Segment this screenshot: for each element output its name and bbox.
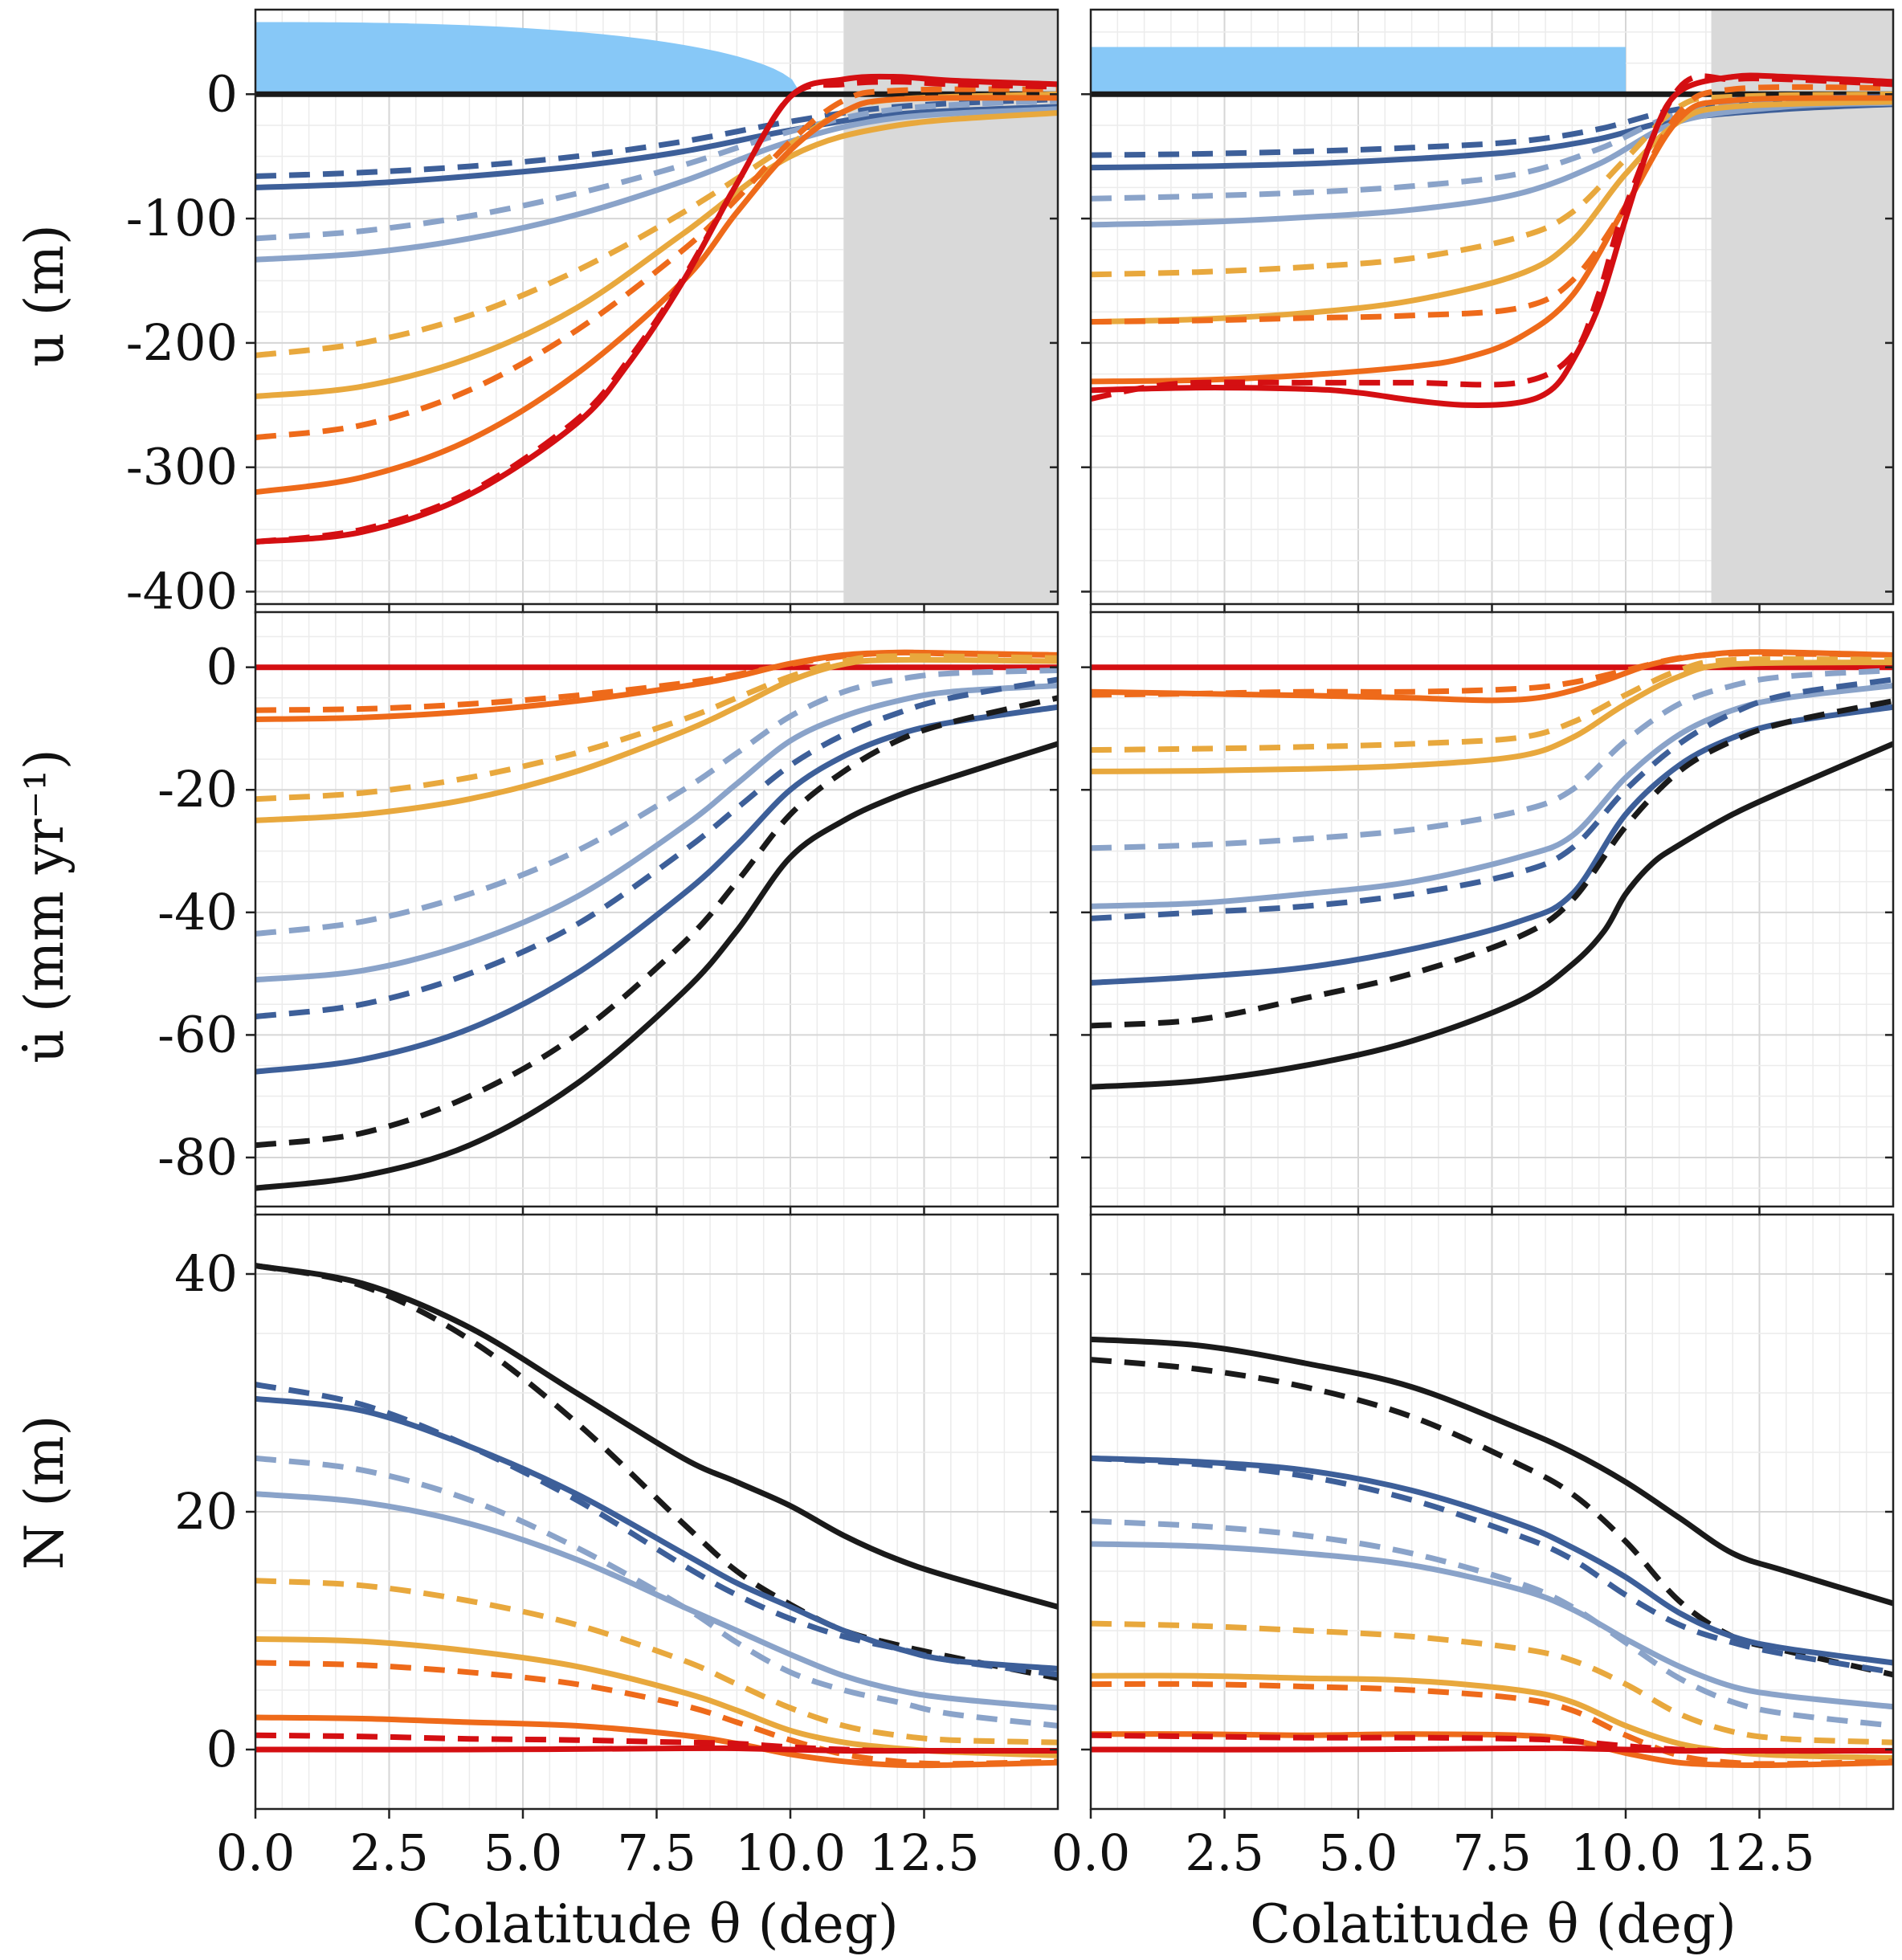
x-tick-label: 5.0 <box>1319 1823 1398 1882</box>
series-line-red-solid <box>1091 1745 1893 1754</box>
y-tick-label: -40 <box>157 883 238 941</box>
series-line-light_blue-dashed <box>255 1455 1058 1729</box>
series-line-black-solid <box>1091 741 1893 1090</box>
series-line-dark_blue-dashed <box>1091 93 1893 158</box>
series-line-light_blue-solid <box>1091 1541 1893 1710</box>
series-line-orange-solid <box>1091 649 1893 704</box>
panel-n-left: 0 20 40 0.0 2.5 5.0 7.5 10.0 12.5 <box>174 1213 1059 1882</box>
y-tick-label: -400 <box>126 562 238 621</box>
series-line-dark_blue-solid <box>255 1395 1058 1672</box>
grid <box>1091 1215 1893 1809</box>
x-tick-label: 7.5 <box>617 1823 696 1882</box>
panel-u-left: 0 -100 -200 -300 -400 <box>126 8 1059 621</box>
series-group <box>1091 1336 1893 1769</box>
panel-udot-right <box>1081 610 1895 1216</box>
series-line-dark_blue-solid <box>255 704 1058 1075</box>
series-line-yellow-solid <box>255 656 1058 823</box>
series-line-light_blue-dashed <box>255 97 1058 242</box>
series-line-orange-solid <box>255 1714 1058 1769</box>
series-line-dark_blue-dashed <box>1091 1455 1893 1676</box>
series-line-black-solid <box>255 741 1058 1191</box>
x-tick-label: 0.0 <box>216 1823 296 1882</box>
series-group <box>255 649 1058 1191</box>
x-tick-label: 2.5 <box>349 1823 429 1882</box>
ice-load <box>1091 47 1626 95</box>
ylabel-udot: u̇ (mm yr⁻¹) <box>14 749 76 1063</box>
series-line-red-solid <box>255 1745 1058 1754</box>
series-line-yellow-dashed <box>1091 91 1893 278</box>
series-line-orange-solid <box>1091 95 1893 385</box>
panel-udot-left: 0 -20 -40 -60 -80 <box>157 610 1059 1216</box>
y-tick-label: -100 <box>126 189 238 247</box>
xlabel-right: Colatitude θ (deg) <box>1250 1893 1736 1955</box>
y-tick-label: -60 <box>157 1005 238 1064</box>
panel-n-right: 0.0 2.5 5.0 7.5 10.0 12.5 <box>1051 1213 1895 1882</box>
x-tick-label: 5.0 <box>484 1823 563 1882</box>
series-line-black-solid <box>255 1263 1058 1610</box>
series-line-orange-solid <box>255 95 1058 496</box>
ice-load <box>255 22 802 95</box>
y-tick-label: 0 <box>206 64 238 123</box>
series-line-light_blue-solid <box>255 1491 1058 1711</box>
series-group <box>255 1263 1058 1769</box>
y-tick-label: 40 <box>174 1244 238 1303</box>
y-tick-label: 0 <box>206 638 238 696</box>
xlabel-left: Colatitude θ (deg) <box>412 1893 898 1955</box>
series-line-dark_blue-solid <box>1091 1455 1893 1666</box>
series-line-orange-solid <box>255 649 1058 722</box>
x-tick-label: 10.0 <box>735 1823 846 1882</box>
y-tick-label: -300 <box>126 438 238 496</box>
panel-u-right <box>1081 8 1895 614</box>
series-line-red-solid <box>255 73 1058 545</box>
x-tick-label: 7.5 <box>1452 1823 1532 1882</box>
series-line-dark_blue-solid <box>255 104 1058 190</box>
series-line-black-dashed <box>1091 698 1893 1029</box>
series-line-yellow-solid <box>255 110 1058 399</box>
x-tick-label: 12.5 <box>1704 1823 1814 1882</box>
series-line-yellow-dashed <box>1091 1620 1893 1746</box>
x-tick-label: 10.0 <box>1570 1823 1681 1882</box>
x-tick-label: 2.5 <box>1185 1823 1264 1882</box>
series-line-black-solid <box>1091 1336 1893 1607</box>
y-tick-label: -200 <box>126 313 238 372</box>
series-group <box>255 73 1058 545</box>
x-tick-label: 0.0 <box>1051 1823 1131 1882</box>
series-line-light_blue-solid <box>1091 100 1893 228</box>
x-tick-label: 12.5 <box>868 1823 979 1882</box>
series-line-light_blue-solid <box>255 106 1058 263</box>
ylabel-u: u (m) <box>14 224 76 367</box>
series-line-black-dashed <box>255 695 1058 1149</box>
y-tick-label: -20 <box>157 760 238 819</box>
series-line-yellow-dashed <box>255 1578 1058 1746</box>
series-line-light_blue-solid <box>255 683 1058 983</box>
series-line-black-dashed <box>1091 1357 1893 1678</box>
series-line-dark_blue-dashed <box>1091 676 1893 921</box>
y-tick-label: -80 <box>157 1128 238 1186</box>
series-line-red-solid <box>1091 72 1893 408</box>
series-line-orange-solid <box>1091 1731 1893 1769</box>
series-line-red-dashed <box>1091 73 1893 402</box>
series-line-light_blue-dashed <box>255 668 1058 937</box>
series-line-dark_blue-dashed <box>255 676 1058 1019</box>
y-tick-label: 0 <box>206 1720 238 1778</box>
grid <box>255 1215 1058 1809</box>
series-group <box>1091 72 1893 408</box>
series-line-yellow-solid <box>1091 659 1893 774</box>
series-line-yellow-dashed <box>1091 656 1893 753</box>
series-line-light_blue-dashed <box>1091 668 1893 851</box>
series-line-black-dashed <box>255 1263 1058 1681</box>
y-tick-label: 20 <box>174 1482 238 1541</box>
series-line-orange-dashed <box>1091 84 1893 325</box>
series-line-yellow-dashed <box>255 653 1058 802</box>
ylabel-n: N (m) <box>14 1415 76 1570</box>
series-group <box>1091 649 1893 1090</box>
